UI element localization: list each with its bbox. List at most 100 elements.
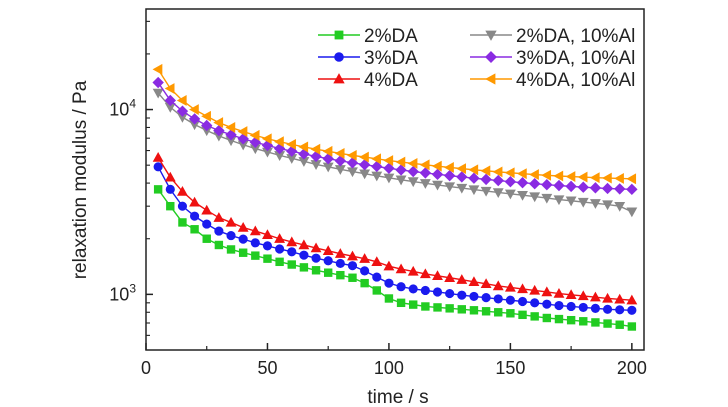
data-point [287, 260, 296, 269]
legend-item: 4%DA, 10%Al [470, 70, 635, 91]
data-point [601, 172, 612, 184]
data-point [164, 83, 175, 94]
data-point [347, 250, 358, 261]
data-point [492, 280, 504, 291]
data-point [153, 185, 163, 194]
data-point [494, 308, 503, 317]
data-point [372, 286, 381, 295]
data-point [322, 153, 334, 165]
data-point [504, 176, 517, 188]
data-point [493, 294, 503, 304]
y-tick-label: 103 [109, 281, 136, 304]
series-line [157, 157, 632, 301]
data-point [615, 305, 625, 315]
data-point [614, 172, 624, 184]
data-point [152, 88, 164, 99]
data-point [164, 171, 176, 182]
data-point [445, 304, 454, 313]
data-point [274, 136, 284, 148]
data-point [250, 238, 260, 248]
data-point [201, 110, 211, 122]
data-point [541, 193, 553, 204]
x-tick-label: 100 [374, 358, 404, 378]
data-point [614, 293, 626, 304]
data-point [383, 260, 395, 271]
data-point [590, 303, 600, 313]
data-point [505, 295, 515, 305]
data-point [468, 164, 479, 176]
data-point [152, 63, 163, 75]
series-2-da-10-al [152, 88, 638, 218]
data-point [627, 322, 637, 331]
data-point [346, 157, 359, 169]
data-point [383, 155, 394, 166]
legend-marker [334, 30, 344, 40]
data-point [419, 167, 432, 179]
data-point [553, 179, 565, 192]
data-point [541, 286, 553, 297]
data-point [166, 201, 175, 211]
series-line [157, 82, 632, 191]
legend-item: 4%DA [318, 70, 418, 91]
legend-label: 3%DA [364, 48, 418, 69]
data-point [468, 276, 480, 286]
data-point [299, 263, 309, 272]
data-point [409, 300, 418, 309]
data-point [238, 248, 248, 257]
series-4-da [152, 151, 638, 305]
data-point [468, 185, 480, 196]
data-point [407, 165, 419, 178]
data-point [262, 229, 273, 240]
data-point [530, 312, 539, 321]
legend-marker [485, 73, 496, 85]
data-point [553, 287, 565, 298]
data-point [395, 156, 406, 168]
data-point [407, 177, 419, 188]
data-point [419, 159, 430, 171]
legend-marker [333, 73, 345, 84]
data-point [395, 164, 407, 176]
data-point [432, 180, 443, 191]
data-point [176, 95, 187, 106]
data-point [225, 122, 236, 133]
data-point [589, 291, 601, 302]
legend-label: 4%DA [364, 70, 418, 91]
data-point [456, 163, 467, 175]
data-point [238, 234, 248, 244]
data-point [480, 278, 492, 289]
data-point [541, 179, 553, 191]
data-point [614, 201, 626, 212]
data-point [372, 272, 382, 282]
data-point [311, 253, 321, 263]
data-point [554, 300, 564, 311]
data-point [396, 298, 406, 308]
plot-area-frame [145, 8, 645, 351]
data-point [359, 151, 369, 163]
data-point [298, 239, 310, 250]
data-point [579, 317, 588, 326]
data-point [504, 189, 516, 200]
data-point [299, 250, 309, 260]
data-point [589, 172, 600, 184]
data-point [577, 290, 589, 301]
data-point [431, 168, 444, 181]
data-point [456, 171, 468, 183]
data-point [202, 234, 211, 243]
data-point [407, 158, 418, 169]
data-point [359, 253, 371, 263]
data-point [322, 145, 333, 157]
data-point [443, 169, 456, 182]
data-point [201, 204, 213, 215]
data-point [263, 254, 272, 263]
data-point [358, 159, 371, 171]
data-point [322, 245, 334, 256]
data-point [566, 301, 576, 312]
data-point [237, 126, 248, 138]
data-point [492, 174, 504, 187]
data-point [287, 247, 297, 257]
legend-item: 2%DA [318, 26, 418, 47]
data-point [310, 242, 322, 253]
data-point [602, 304, 613, 314]
data-point [371, 256, 383, 267]
data-point [177, 201, 188, 211]
